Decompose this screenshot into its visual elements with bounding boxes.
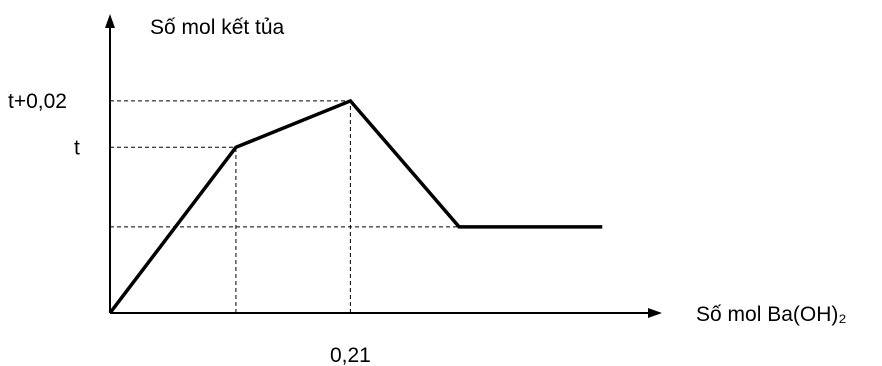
y-tick-label-t-plus: t+0,02 (8, 90, 67, 113)
x-axis-title: Số mol Ba(OH)₂ (696, 303, 847, 326)
x-tick-label: 0,21 (330, 344, 371, 366)
series-line (108, 98, 603, 315)
guide-lines (110, 100, 603, 313)
axis-labels: Số mol kết tủa Số mol Ba(OH)₂ t+0,02 t 0… (8, 16, 847, 366)
y-tick-label-t: t (74, 136, 80, 159)
x-axis-arrow-icon (648, 308, 662, 318)
series-layer (108, 98, 603, 315)
y-axis-title: Số mol kết tủa (150, 16, 285, 39)
axes (105, 14, 662, 318)
y-axis-arrow-icon (105, 14, 115, 28)
